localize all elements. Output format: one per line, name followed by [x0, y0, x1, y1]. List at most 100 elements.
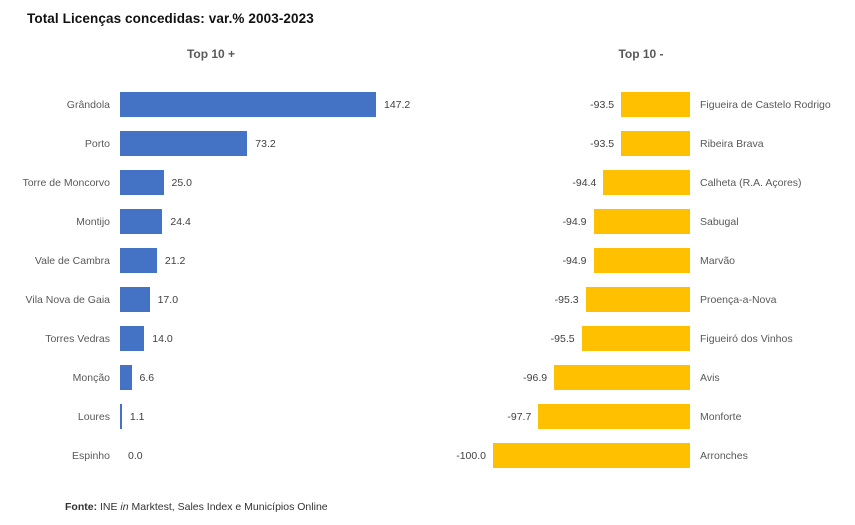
category-label: Marvão	[700, 254, 736, 267]
bar	[120, 92, 376, 117]
value-label: 25.0	[171, 176, 192, 189]
chart-title-positive: Top 10 +	[186, 47, 236, 61]
bar-zone: -93.5	[440, 92, 690, 117]
bar-zone: -96.9	[440, 365, 690, 390]
value-label: 17.0	[157, 293, 179, 306]
value-label: -95.5	[550, 332, 575, 345]
category-label: Espinho	[72, 449, 110, 462]
chart-row: Loures 1.1	[0, 397, 440, 436]
chart-row: Montijo 24.4	[0, 202, 440, 241]
bar-zone: -95.5	[440, 326, 690, 351]
value-label: -93.5	[590, 137, 615, 150]
chart-row: -94.9 Sabugal	[440, 202, 855, 241]
value-label: -93.5	[590, 98, 615, 111]
bar	[120, 170, 164, 195]
bar	[120, 131, 248, 156]
value-label: 0.0	[128, 449, 143, 462]
chart-title-negative: Top 10 -	[618, 47, 664, 61]
chart-row: Torres Vedras 14.0	[0, 319, 440, 358]
chart-row: -95.3 Proença-a-Nova	[440, 280, 855, 319]
chart-top10-positive: Top 10 + Grândola 147.2 Porto 73.2 Torre de …	[0, 46, 440, 475]
bar-zone: -94.4	[440, 170, 690, 195]
chart-row: Porto 73.2	[0, 124, 440, 163]
bar	[120, 287, 150, 312]
category-label: Torre de Moncorvo	[22, 176, 110, 189]
chart-row: -93.5 Figueira de Castelo Rodrigo	[440, 85, 855, 124]
bar-zone: -94.9	[440, 209, 690, 234]
source-text-italic: in	[120, 501, 129, 513]
page-title: Total Licenças concedidas: var.% 2003-20…	[27, 11, 314, 26]
value-label: -95.3	[554, 293, 579, 306]
category-label: Arronches	[700, 449, 748, 462]
category-label: Figueira de Castelo Rodrigo	[700, 98, 831, 111]
chart-row: Vale de Cambra 21.2	[0, 241, 440, 280]
category-label: Proença-a-Nova	[700, 293, 777, 306]
category-label: Avis	[700, 371, 720, 384]
chart-row: -100.0 Arronches	[440, 436, 855, 475]
category-label: Monção	[72, 371, 110, 384]
bar	[581, 326, 690, 351]
bar	[120, 209, 163, 234]
bar	[593, 248, 690, 273]
chart-row: -96.9 Avis	[440, 358, 855, 397]
value-label: 24.4	[170, 215, 191, 228]
bar	[493, 443, 690, 468]
category-label: Sabugal	[700, 215, 739, 228]
bar-zone: -95.3	[440, 287, 690, 312]
value-label: -97.7	[507, 410, 532, 423]
category-label: Vila Nova de Gaia	[25, 293, 110, 306]
bar	[120, 365, 132, 390]
value-label: -94.9	[562, 254, 587, 267]
bar	[621, 131, 690, 156]
source-text-pre: INE	[97, 501, 121, 513]
category-label: Montijo	[76, 215, 110, 228]
bar-zone: -94.9	[440, 248, 690, 273]
category-label: Ribeira Brava	[700, 137, 764, 150]
bar	[603, 170, 690, 195]
chart-row: Monção 6.6	[0, 358, 440, 397]
value-label: 21.2	[164, 254, 186, 267]
category-label: Loures	[77, 410, 110, 423]
bar-zone: -100.0	[440, 443, 690, 468]
bar	[621, 92, 690, 117]
bar	[120, 248, 157, 273]
chart-row: Torre de Moncorvo 25.0	[0, 163, 440, 202]
bar	[120, 326, 145, 351]
chart-row: Vila Nova de Gaia 17.0	[0, 280, 440, 319]
bar	[585, 287, 690, 312]
value-label: 1.1	[129, 410, 145, 423]
category-label: Porto	[84, 137, 110, 150]
chart-top10-negative: Top 10 - -93.5 Figueira de Castelo Rodrig…	[440, 46, 855, 475]
chart-row: -93.5 Ribeira Brava	[440, 124, 855, 163]
value-label: -100.0	[456, 449, 486, 462]
chart-row: -95.5 Figueiró dos Vinhos	[440, 319, 855, 358]
value-label: 73.2	[255, 137, 276, 150]
value-label: 147.2	[384, 98, 411, 111]
category-label: Vale de Cambra	[34, 254, 110, 267]
category-label: Torres Vedras	[45, 332, 110, 345]
chart-row: Espinho 0.0	[0, 436, 440, 475]
chart-row: -94.9 Marvão	[440, 241, 855, 280]
bar	[120, 404, 122, 429]
source-label: Fonte:	[65, 501, 98, 513]
value-label: 14.0	[152, 332, 173, 345]
value-label: -96.9	[523, 371, 548, 384]
bar	[593, 209, 690, 234]
chart-row: -97.7 Monforte	[440, 397, 855, 436]
chart-rows-negative: -93.5 Figueira de Castelo Rodrigo -93.5 Rib…	[440, 85, 855, 475]
source-note: Fonte: INE in Marktest, Sales Index e Mu…	[65, 501, 328, 513]
chart-row: -94.4 Calheta (R.A. Açores)	[440, 163, 855, 202]
value-label: 6.6	[139, 371, 155, 384]
chart-rows-positive: Grândola 147.2 Porto 73.2 Torre de Moncorvo 2…	[0, 85, 440, 475]
category-label: Monforte	[700, 410, 742, 423]
value-label: -94.9	[562, 215, 587, 228]
value-label: -94.4	[572, 176, 597, 189]
category-label: Figueiró dos Vinhos	[700, 332, 793, 345]
category-label: Calheta (R.A. Açores)	[700, 176, 802, 189]
bar-zone: -97.7	[440, 404, 690, 429]
chart-row: Grândola 147.2	[0, 85, 440, 124]
bar-zone: -93.5	[440, 131, 690, 156]
bar	[554, 365, 690, 390]
category-label: Grândola	[66, 98, 110, 111]
